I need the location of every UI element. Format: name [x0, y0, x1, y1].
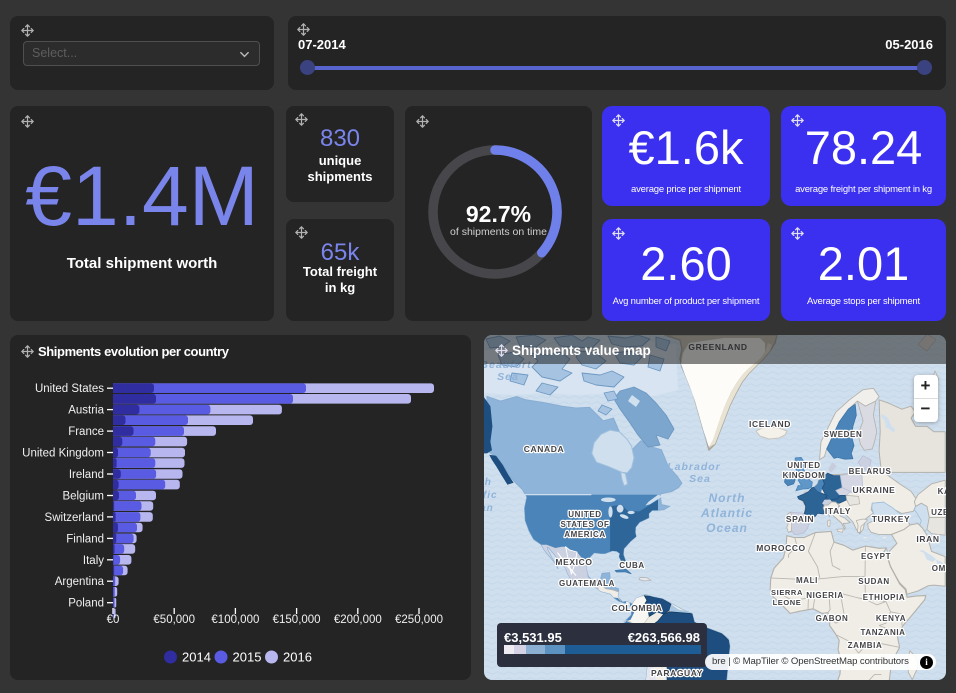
svg-text:KA: KA [938, 487, 946, 496]
svg-text:€50,000: €50,000 [153, 614, 195, 626]
svg-text:BELARUS: BELARUS [849, 467, 892, 476]
svg-text:United States: United States [35, 383, 104, 395]
svg-text:LEONE: LEONE [773, 598, 802, 607]
svg-text:€150,000: €150,000 [273, 614, 321, 626]
svg-text:CANADA: CANADA [524, 444, 564, 454]
svg-text:Argentina: Argentina [55, 576, 105, 588]
svg-text:NIGERIA: NIGERIA [806, 591, 844, 600]
svg-text:MALI: MALI [796, 576, 818, 585]
svg-text:SIERRA: SIERRA [771, 588, 803, 597]
svg-text:2016: 2016 [283, 650, 312, 665]
svg-text:GABON: GABON [816, 614, 849, 623]
svg-text:CUBA: CUBA [619, 561, 645, 570]
svg-text:ICELAND: ICELAND [749, 419, 791, 429]
svg-text:SWEDEN: SWEDEN [824, 430, 863, 439]
svg-text:TANZANIA: TANZANIA [860, 628, 905, 637]
svg-text:OMA: OMA [932, 564, 946, 573]
svg-text:MEXICO: MEXICO [555, 557, 592, 567]
svg-text:Labrador: Labrador [667, 461, 721, 473]
svg-text:SUDAN: SUDAN [858, 577, 889, 586]
svg-text:France: France [68, 426, 104, 438]
svg-text:€0: €0 [107, 614, 120, 626]
svg-text:€250,000: €250,000 [395, 614, 443, 626]
svg-text:Belgium: Belgium [62, 491, 104, 503]
svg-text:Italy: Italy [83, 555, 104, 567]
svg-text:UZE: UZE [931, 508, 946, 517]
svg-text:ITALY: ITALY [825, 506, 851, 516]
svg-text:COLOMBIA: COLOMBIA [611, 603, 662, 613]
svg-text:UKRAINE: UKRAINE [853, 485, 896, 495]
svg-text:ZAMBIA: ZAMBIA [848, 641, 883, 650]
svg-text:PARAGUAY: PARAGUAY [651, 668, 703, 678]
svg-text:GUATEMALA: GUATEMALA [559, 579, 615, 588]
svg-text:TURKEY: TURKEY [872, 514, 911, 524]
svg-text:ETHIOPIA: ETHIOPIA [863, 593, 906, 602]
svg-text:North: North [709, 491, 746, 505]
svg-text:IRAN: IRAN [916, 534, 939, 544]
svg-text:Sea: Sea [497, 371, 519, 383]
svg-text:KENYA: KENYA [876, 614, 906, 623]
svg-text:UNITED: UNITED [787, 461, 820, 470]
svg-text:Austria: Austria [68, 405, 104, 417]
svg-text:Atlantic: Atlantic [700, 506, 753, 520]
svg-text:SPAIN: SPAIN [786, 514, 814, 524]
svg-text:Sea: Sea [689, 473, 711, 485]
svg-text:UNITED: UNITED [568, 510, 601, 519]
svg-text:Poland: Poland [68, 598, 104, 610]
svg-text:Ocean: Ocean [706, 521, 748, 535]
svg-text:KINGDOM: KINGDOM [783, 471, 826, 480]
svg-text:Pacific: Pacific [484, 490, 498, 501]
svg-text:2014: 2014 [182, 650, 211, 665]
svg-text:€100,000: €100,000 [211, 614, 259, 626]
svg-text:AMERICA: AMERICA [564, 530, 606, 539]
svg-text:Finland: Finland [66, 533, 104, 545]
svg-text:Ocean: Ocean [484, 503, 494, 514]
svg-text:North: North [484, 477, 492, 488]
svg-text:Ireland: Ireland [69, 469, 104, 481]
svg-text:United Kingdom: United Kingdom [22, 448, 104, 460]
svg-text:STATES OF: STATES OF [560, 520, 609, 529]
svg-text:EGYPT: EGYPT [861, 552, 891, 561]
svg-text:€200,000: €200,000 [334, 614, 382, 626]
svg-text:MOROCCO: MOROCCO [756, 543, 806, 553]
svg-text:Switzerland: Switzerland [45, 512, 104, 524]
svg-text:2015: 2015 [233, 650, 262, 665]
